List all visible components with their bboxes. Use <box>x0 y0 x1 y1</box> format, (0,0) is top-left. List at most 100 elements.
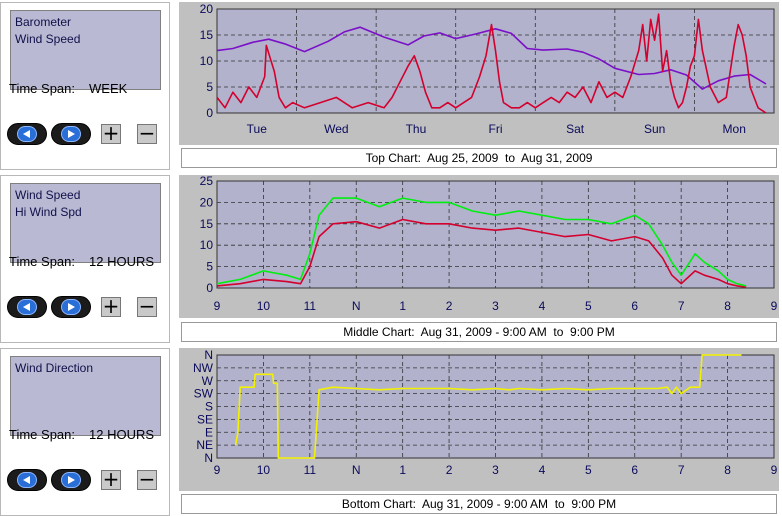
play-arrow-icon <box>68 303 75 311</box>
x-tick-label: 9 <box>214 463 221 477</box>
series-line-wind-speed <box>216 218 747 288</box>
y-tick-label: NW <box>193 361 214 375</box>
control-panel-top: Barometer Wind Speed Time Span: WEEK + − <box>0 2 170 170</box>
y-tick-label: 0 <box>206 281 213 295</box>
list-item[interactable]: Wind Direction <box>15 361 94 375</box>
rewind-arrow-icon <box>23 303 30 311</box>
zoom-in-button[interactable]: + <box>101 121 121 145</box>
control-panel-middle: Wind Speed Hi Wind Spd Time Span: 12 HOUR… <box>0 175 170 343</box>
series-line-wind-speed <box>216 13 767 114</box>
x-tick-label: 9 <box>771 299 778 313</box>
play-arrow-icon <box>68 130 75 138</box>
control-panel-bottom: Wind Direction Time Span: 12 HOURS + − <box>0 348 170 516</box>
y-tick-label: 20 <box>200 195 214 209</box>
zoom-in-button[interactable]: + <box>101 467 121 491</box>
y-tick-label: W <box>202 374 214 388</box>
y-tick-label: N <box>204 451 213 465</box>
timespan-value[interactable]: 12 HOURS <box>89 427 155 442</box>
bottom-chart: N NE E SE S SW W NW N 9 10 11 N 1 2 3 4 5 6 7 8 9 <box>179 348 779 491</box>
timespan-middle: Time Span: 12 HOURS <box>9 254 154 269</box>
list-item[interactable]: Hi Wind Spd <box>15 205 82 219</box>
x-tick-label: 8 <box>724 463 731 477</box>
y-tick-label: 25 <box>200 175 214 188</box>
x-tick-label: Sun <box>644 122 665 136</box>
x-tick-label: Thu <box>406 122 427 136</box>
y-tick-label: NE <box>196 438 213 452</box>
timespan-bottom: Time Span: 12 HOURS <box>9 427 154 442</box>
series-list-middle[interactable]: Wind Speed Hi Wind Spd <box>10 183 161 263</box>
x-tick-label: 7 <box>678 463 685 477</box>
timespan-value[interactable]: WEEK <box>89 81 128 96</box>
list-item[interactable]: Wind Speed <box>15 32 81 46</box>
x-tick-label: 4 <box>539 299 546 313</box>
timespan-label: Time Span: <box>9 254 75 269</box>
x-tick-label: 3 <box>492 299 499 313</box>
x-tick-label: 10 <box>257 463 271 477</box>
x-tick-label: Tue <box>247 122 268 136</box>
y-tick-label: 5 <box>206 260 213 274</box>
x-tick-label: Fri <box>489 122 503 136</box>
middle-chart-svg: 0 5 10 15 20 25 9 10 11 N 1 2 3 4 5 6 7 8 9 <box>200 175 778 313</box>
series-list-top[interactable]: Barometer Wind Speed <box>10 10 161 90</box>
middle-chart-caption: Middle Chart: Aug 31, 2009 - 9:00 AM to … <box>181 322 777 342</box>
x-tick-label: 4 <box>539 463 546 477</box>
forward-button[interactable] <box>51 123 91 145</box>
series-line-barometer <box>216 26 767 90</box>
y-tick-label: 5 <box>206 80 213 94</box>
x-tick-label: N <box>352 299 361 313</box>
top-chart-caption: Top Chart: Aug 25, 2009 to Aug 31, 2009 <box>181 148 777 168</box>
x-tick-label: 2 <box>446 463 453 477</box>
y-tick-label: S <box>205 400 213 414</box>
x-tick-label: 8 <box>724 299 731 313</box>
zoom-out-button[interactable]: − <box>137 467 157 491</box>
y-tick-label: 15 <box>200 28 214 42</box>
timespan-label: Time Span: <box>9 81 75 96</box>
x-tick-label: 10 <box>257 299 271 313</box>
list-item[interactable]: Barometer <box>15 15 72 29</box>
zoom-out-button[interactable]: − <box>137 294 157 318</box>
forward-button[interactable] <box>51 296 91 318</box>
x-tick-label: Wed <box>324 122 348 136</box>
timespan-value[interactable]: 12 HOURS <box>89 254 155 269</box>
x-tick-label: 11 <box>304 463 317 477</box>
timespan-label: Time Span: <box>9 427 75 442</box>
y-tick-label: 15 <box>200 217 214 231</box>
back-button[interactable] <box>7 469 47 491</box>
plot-area <box>216 8 775 114</box>
timespan-top: Time Span: WEEK <box>9 81 127 96</box>
x-tick-label: 5 <box>585 299 592 313</box>
y-tick-label: 10 <box>200 54 214 68</box>
y-tick-label: N <box>204 348 213 362</box>
zoom-out-button[interactable]: − <box>137 121 157 145</box>
x-tick-label: Mon <box>723 122 746 136</box>
forward-button[interactable] <box>51 469 91 491</box>
y-tick-label: E <box>205 425 213 439</box>
y-tick-label: 0 <box>206 106 213 120</box>
y-tick-label: 20 <box>200 2 214 16</box>
series-line-wind-direction <box>234 354 742 459</box>
x-tick-label: 5 <box>585 463 592 477</box>
x-tick-label: 6 <box>631 299 638 313</box>
x-tick-label: Sat <box>566 122 585 136</box>
middle-chart: 0 5 10 15 20 25 9 10 11 N 1 2 3 4 5 6 7 8 9 <box>179 175 779 318</box>
x-tick-label: N <box>352 463 361 477</box>
x-tick-label: 1 <box>399 299 406 313</box>
x-tick-label: 11 <box>304 299 317 313</box>
series-list-bottom[interactable]: Wind Direction <box>10 356 161 436</box>
zoom-in-button[interactable]: + <box>101 294 121 318</box>
back-button[interactable] <box>7 123 47 145</box>
y-tick-label: SE <box>197 412 213 426</box>
y-tick-label: SW <box>194 387 214 401</box>
list-item[interactable]: Wind Speed <box>15 188 81 202</box>
x-tick-label: 9 <box>771 463 778 477</box>
rewind-arrow-icon <box>23 130 30 138</box>
top-chart: 0 5 10 15 20 Tue Wed Thu Fri Sat Sun Mon <box>179 2 779 145</box>
back-button[interactable] <box>7 296 47 318</box>
x-tick-label: 7 <box>678 299 685 313</box>
x-tick-label: 2 <box>446 299 453 313</box>
x-tick-label: 9 <box>214 299 221 313</box>
x-tick-label: 6 <box>631 463 638 477</box>
play-arrow-icon <box>68 476 75 484</box>
x-tick-label: 3 <box>492 463 499 477</box>
